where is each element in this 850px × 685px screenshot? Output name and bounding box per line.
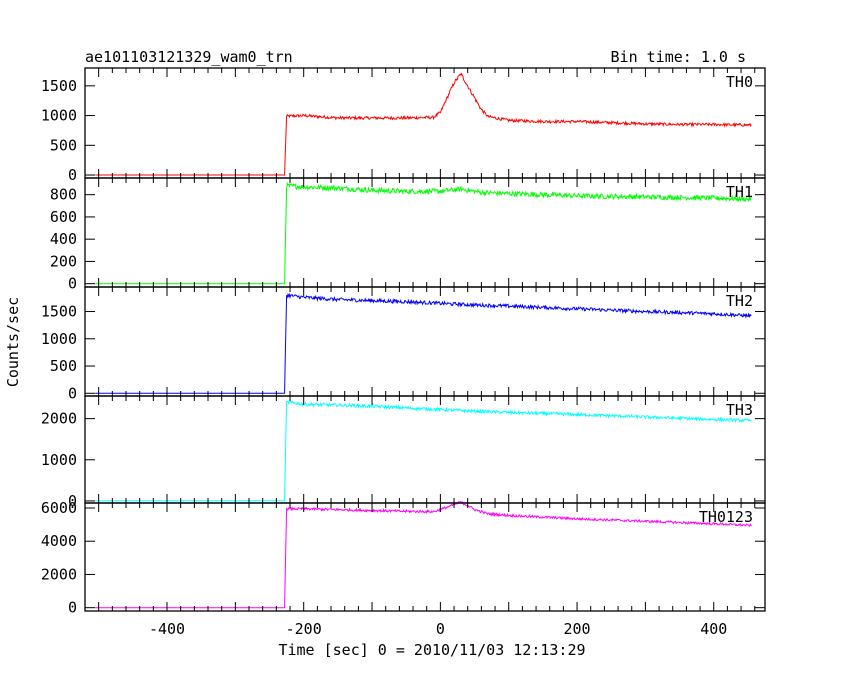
panel-label-th3: TH3 [726,401,753,419]
y-tick-label: 1000 [41,451,77,469]
y-tick-label: 2000 [41,565,77,583]
y-tick-label: 1000 [41,330,77,348]
series-line-th0 [95,72,752,176]
series-line-th1 [95,181,752,285]
y-axis-label: Counts/sec [4,297,22,387]
y-tick-label: 800 [50,186,77,204]
series-line-th0123 [95,500,752,609]
panel-label-th0: TH0 [726,73,753,91]
y-tick-label: 4000 [41,532,77,550]
x-tick-label: 0 [436,620,445,638]
panel-label-th0123: TH0123 [699,508,753,526]
y-tick-label: 0 [68,275,77,293]
y-tick-label: 6000 [41,499,77,517]
y-tick-label: 1500 [41,77,77,95]
x-axis-label: Time [sec] 0 = 2010/11/03 12:13:29 [278,641,585,659]
panel-frame-th3 [84,395,766,504]
x-tick-label: -400 [149,620,185,638]
y-tick-label: 200 [50,252,77,270]
y-tick-label: 0 [68,166,77,184]
y-tick-label: 1000 [41,107,77,125]
x-tick-label: -200 [286,620,322,638]
x-tick-label: 400 [700,620,727,638]
panel-label-th2: TH2 [726,292,753,310]
y-tick-label: 1500 [41,303,77,321]
x-tick-label: 200 [564,620,591,638]
panel-frame-th0 [84,67,766,179]
y-tick-label: 2000 [41,410,77,428]
chart-title: ae101103121329_wam0_trn [85,48,293,66]
panel-frame-th1 [84,177,766,288]
panel-label-th1: TH1 [726,183,753,201]
y-tick-label: 500 [50,136,77,154]
y-tick-label: 0 [68,384,77,402]
chart-subtitle: Bin time: 1.0 s [611,48,746,66]
y-tick-label: 0 [68,492,77,510]
y-tick-label: 500 [50,357,77,375]
series-line-th3 [95,400,752,502]
y-tick-label: 400 [50,230,77,248]
y-tick-label: 0 [68,599,77,617]
series-line-th2 [95,292,752,394]
y-tick-label: 600 [50,208,77,226]
panel-frame-th0123 [84,502,766,612]
